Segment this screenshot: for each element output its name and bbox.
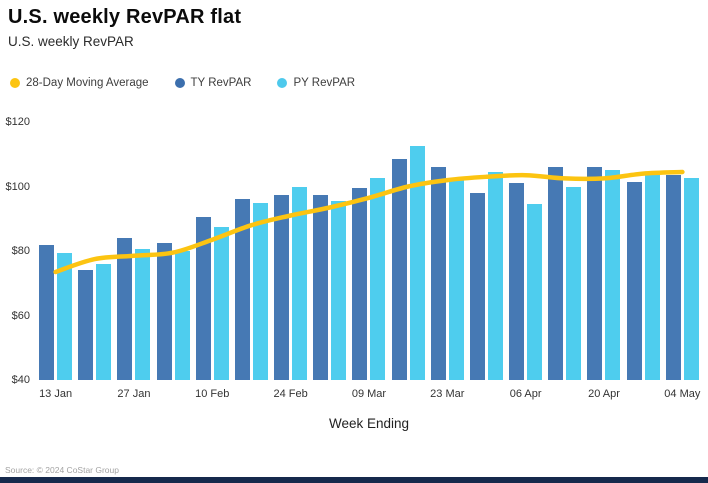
x-tick-label: 06 Apr — [509, 388, 542, 400]
py-bar[interactable] — [213, 226, 229, 380]
y-tick-label: $40 — [11, 374, 30, 386]
ty-bar[interactable] — [117, 238, 133, 380]
x-tick-label: 13 Jan — [39, 388, 73, 400]
x-tick-label: 27 Jan — [117, 388, 151, 400]
x-tick-label: 09 Mar — [351, 388, 387, 400]
py-bar[interactable] — [174, 251, 190, 380]
legend-label: PY RevPAR — [293, 77, 356, 89]
chart-subtitle: U.S. weekly RevPAR — [8, 34, 134, 49]
y-tick-label: $120 — [5, 116, 30, 128]
py-bar[interactable] — [57, 252, 73, 380]
x-tick-label: 04 May — [664, 388, 701, 400]
py-bar[interactable] — [527, 204, 543, 380]
py-bar[interactable] — [409, 146, 425, 380]
x-tick-label: 10 Feb — [195, 388, 230, 400]
bar-group — [506, 122, 545, 380]
x-tick-label: 20 Apr — [588, 388, 620, 400]
legend-item-py-revpar[interactable]: PY RevPAR — [277, 77, 355, 89]
x-tick-label — [232, 388, 271, 400]
moving-average-line — [53, 169, 685, 275]
ty-bar[interactable] — [195, 217, 211, 380]
x-tick-label — [545, 388, 584, 400]
py-bar[interactable] — [331, 201, 347, 380]
ty-bar[interactable] — [665, 175, 681, 380]
py-bar[interactable] — [448, 178, 464, 380]
moving-average-path — [53, 169, 685, 275]
bar-series-container — [36, 122, 702, 380]
bar-group — [36, 122, 75, 380]
y-tick-label: $80 — [11, 245, 30, 257]
py-bar[interactable] — [370, 178, 386, 380]
ty-bar[interactable] — [548, 167, 564, 380]
bar-group — [349, 122, 388, 380]
py-bar[interactable] — [566, 186, 582, 380]
x-tick-label — [154, 388, 193, 400]
py-bar[interactable] — [135, 249, 151, 380]
py-bar[interactable] — [487, 172, 503, 380]
ty-bar[interactable] — [156, 242, 172, 380]
legend-label: 28-Day Moving Average — [26, 77, 149, 89]
x-tick-label — [467, 388, 506, 400]
py-bar[interactable] — [252, 202, 268, 380]
py-bar[interactable] — [644, 175, 660, 380]
x-tick-label — [624, 388, 663, 400]
legend-dot-icon — [277, 78, 288, 88]
legend-dot-icon — [10, 78, 20, 88]
bar-group — [193, 122, 232, 380]
legend-label: TY RevPAR — [190, 77, 252, 89]
ty-bar[interactable] — [391, 159, 407, 380]
y-tick-label: $100 — [5, 180, 30, 193]
ty-bar[interactable] — [626, 181, 642, 380]
bar-group — [467, 122, 506, 380]
x-axis-title: Week Ending — [328, 416, 410, 431]
y-axis: $120 $100 $80 $60 $40 — [0, 0, 32, 483]
bar-group — [663, 122, 702, 380]
bar-group — [310, 122, 349, 380]
x-axis: 13 Jan 27 Jan 10 Feb 24 Feb 09 Mar 23 Mar 06 A… — [36, 388, 702, 400]
legend: 28-Day Moving Average TY RevPAR PY RevPAR — [10, 77, 355, 89]
ty-bar[interactable] — [352, 188, 368, 380]
page-title: U.S. weekly RevPAR flat — [8, 6, 242, 28]
bar-group — [389, 122, 428, 380]
bar-group — [154, 122, 193, 380]
x-tick-label: 24 Feb — [273, 388, 308, 400]
x-tick-label: 23 Mar — [430, 388, 465, 400]
y-tick-label: $60 — [11, 309, 30, 322]
bar-group — [271, 122, 310, 380]
bar-group — [232, 122, 271, 380]
ty-bar[interactable] — [509, 183, 525, 380]
ty-bar[interactable] — [430, 167, 446, 380]
legend-item-ty-revpar[interactable]: TY RevPAR — [174, 77, 252, 89]
ty-bar[interactable] — [234, 199, 250, 380]
bar-group — [75, 122, 114, 380]
ty-bar[interactable] — [78, 270, 94, 380]
bar-group — [428, 122, 467, 380]
ty-bar[interactable] — [313, 194, 329, 380]
x-tick-label — [310, 388, 349, 400]
footer-accent-bar — [0, 477, 708, 483]
legend-item-28-day-moving-average[interactable]: 28-Day Moving Average — [10, 77, 149, 89]
legend-dot-icon — [174, 78, 185, 88]
py-bar[interactable] — [605, 170, 621, 380]
bar-group — [584, 122, 623, 380]
bar-group — [545, 122, 584, 380]
plot-area — [36, 122, 702, 380]
source-attribution: Source: © 2024 CoStar Group — [5, 465, 119, 475]
ty-bar[interactable] — [469, 193, 485, 380]
py-bar[interactable] — [292, 186, 308, 380]
ty-bar[interactable] — [274, 194, 290, 380]
py-bar[interactable] — [683, 178, 699, 380]
py-bar[interactable] — [96, 263, 112, 380]
x-tick-label — [75, 388, 114, 400]
bar-group — [624, 122, 663, 380]
bar-group — [114, 122, 153, 380]
ty-bar[interactable] — [587, 167, 603, 380]
ty-bar[interactable] — [39, 244, 55, 380]
x-tick-label — [389, 388, 428, 400]
